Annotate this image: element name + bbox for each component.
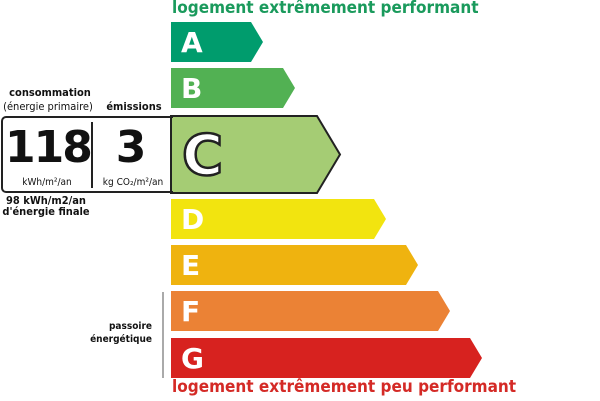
energy-class-bar-c	[170, 115, 342, 194]
final-energy-line2: d'énergie finale	[2, 205, 90, 218]
energy-class-bar-b	[171, 68, 295, 108]
energy-class-letter-a: A	[181, 26, 203, 59]
final-energy-line1: 98 kWh/m2/an	[6, 194, 86, 207]
consumption-unit: kWh/m²/an	[22, 177, 72, 188]
energy-class-letter-g: G	[181, 342, 204, 375]
best-performance-label: logement extrêmement performant	[172, 0, 479, 18]
values-divider	[91, 122, 93, 188]
energy-class-bar-d	[171, 199, 386, 239]
energy-class-bar-f	[171, 291, 450, 331]
energy-class-bar-e	[171, 245, 418, 285]
energy-class-letter-e: E	[181, 249, 200, 282]
passoire-line2: énergétique	[90, 334, 152, 345]
consumption-value: 118	[5, 122, 93, 173]
energy-class-letter-b: B	[181, 72, 202, 105]
consumption-title: consommation	[9, 86, 91, 99]
energy-class-bar-g	[171, 338, 482, 378]
worst-performance-label: logement extrêmement peu performant	[172, 377, 517, 397]
consumption-subtitle: (énergie primaire)	[3, 100, 93, 113]
values-box	[1, 116, 173, 193]
energy-class-letter-d: D	[181, 203, 204, 236]
energy-class-letter-f: F	[181, 295, 200, 328]
emissions-value: 3	[115, 122, 147, 173]
emissions-unit: kg CO₂/m²/an	[102, 177, 164, 188]
energy-class-letter-c: C	[182, 124, 223, 189]
passoire-line1: passoire	[108, 321, 152, 332]
emissions-title: émissions	[106, 100, 162, 113]
passoire-bracket	[162, 292, 164, 378]
energy-class-bar-a	[171, 22, 263, 62]
